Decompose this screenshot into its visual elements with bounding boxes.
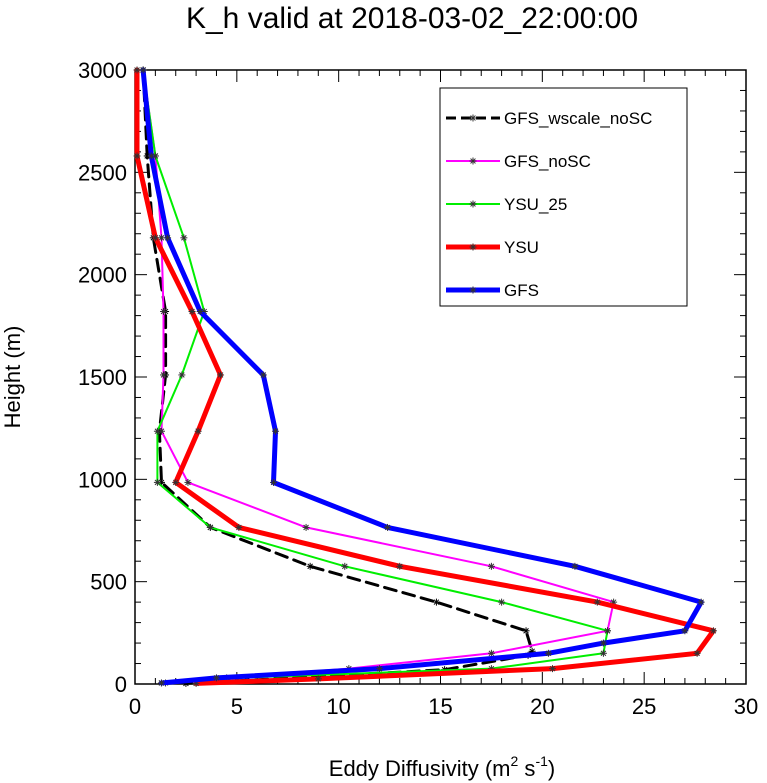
data-point-marker — [681, 627, 689, 635]
data-point-marker — [164, 234, 172, 242]
data-point-marker — [571, 562, 579, 570]
data-point-marker — [604, 627, 612, 635]
legend-label: GFS_wscale_noSC — [504, 109, 652, 128]
data-point-marker — [314, 675, 322, 683]
x-axis-label-main: Eddy Diffusivity (m — [329, 756, 511, 781]
data-point-marker — [196, 308, 204, 316]
data-point-marker — [375, 665, 383, 673]
data-point-marker — [498, 598, 506, 606]
x-axis-label-sup1: 2 — [511, 753, 519, 769]
data-point-marker — [341, 562, 349, 570]
data-point-marker — [709, 627, 717, 635]
data-point-marker — [157, 234, 165, 242]
x-tick-label: 0 — [129, 694, 141, 719]
legend-box — [439, 87, 688, 307]
series-line — [141, 68, 534, 685]
data-point-marker — [272, 427, 280, 435]
legend-label: YSU — [504, 238, 539, 257]
series-YSU_25 — [139, 66, 612, 687]
data-point-marker — [184, 478, 192, 486]
legend-label: GFS_noSC — [504, 152, 591, 171]
data-point-marker — [396, 562, 404, 570]
x-tick-label: 10 — [326, 694, 350, 719]
y-tick-label: 1000 — [78, 467, 127, 492]
data-point-marker — [235, 523, 243, 531]
data-point-marker — [153, 478, 161, 486]
x-axis-label: Eddy Diffusivity (m2 s-1) — [329, 753, 555, 781]
data-point-marker — [160, 308, 168, 316]
legend-label: GFS — [504, 281, 539, 300]
legend-marker — [469, 157, 477, 165]
data-point-marker — [157, 679, 165, 687]
legend-label: YSU_25 — [504, 195, 567, 214]
y-axis-label: Height (m) — [0, 326, 25, 429]
data-point-marker — [153, 427, 161, 435]
series-YSU — [133, 66, 717, 687]
legend-marker — [469, 243, 477, 251]
legend-marker — [469, 286, 477, 294]
series-line — [140, 67, 704, 686]
data-point-marker — [147, 152, 155, 160]
x-tick-label: 15 — [428, 694, 452, 719]
data-point-marker — [133, 152, 141, 160]
data-point-marker — [306, 562, 314, 570]
data-point-marker — [487, 562, 495, 570]
y-tick-label: 2000 — [78, 263, 127, 288]
y-tick-label: 2500 — [78, 160, 127, 185]
x-tick-label: 25 — [632, 694, 656, 719]
data-point-marker — [599, 639, 607, 647]
data-point-marker — [544, 649, 552, 657]
data-point-marker — [133, 66, 141, 74]
data-point-marker — [206, 523, 214, 531]
series-GFS — [139, 66, 705, 687]
data-point-marker — [160, 371, 168, 379]
data-point-marker — [693, 649, 701, 657]
series-layer — [133, 66, 717, 687]
data-point-marker — [269, 478, 277, 486]
data-point-marker — [172, 478, 180, 486]
data-point-marker — [432, 598, 440, 606]
x-tick-label: 20 — [530, 694, 554, 719]
x-axis-label-end: ) — [548, 756, 555, 781]
data-point-marker — [593, 598, 601, 606]
y-tick-label: 0 — [115, 672, 127, 697]
x-axis-label-mid: s — [518, 756, 535, 781]
data-point-marker — [178, 371, 186, 379]
data-point-marker — [151, 234, 159, 242]
data-point-marker — [217, 371, 225, 379]
data-point-marker — [549, 665, 557, 673]
data-point-marker — [157, 427, 165, 435]
data-point-marker — [188, 308, 196, 316]
y-tick-label: 1500 — [78, 365, 127, 390]
y-tick-label: 500 — [90, 570, 127, 595]
data-point-marker — [522, 627, 530, 635]
legend-marker — [469, 114, 477, 122]
chart-title: K_h valid at 2018-03-02_22:00:00 — [186, 2, 638, 35]
data-point-marker — [384, 523, 392, 531]
y-tick-label: 3000 — [78, 58, 127, 83]
data-point-marker — [180, 234, 188, 242]
data-point-marker — [212, 674, 220, 682]
data-point-marker — [302, 523, 310, 531]
x-tick-label: 5 — [231, 694, 243, 719]
data-point-marker — [697, 598, 705, 606]
x-axis-label-sup2: -1 — [535, 753, 548, 769]
x-tick-label: 30 — [734, 694, 758, 719]
data-point-marker — [599, 649, 607, 657]
data-point-marker — [487, 649, 495, 657]
data-point-marker — [194, 427, 202, 435]
legend: GFS_wscale_noSC GFS_noSC YSU_25 YSU GFS — [446, 109, 652, 300]
data-point-marker — [139, 66, 147, 74]
data-point-marker — [259, 371, 267, 379]
legend-marker — [469, 200, 477, 208]
